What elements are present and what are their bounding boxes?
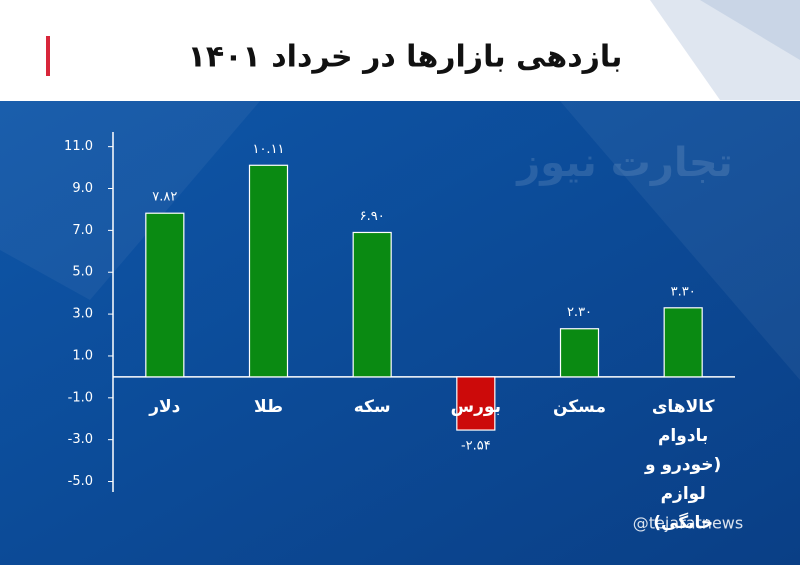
value-label: ۲.۳۰	[567, 305, 592, 320]
value-label: ۳.۳۰	[671, 284, 696, 299]
y-tick-label: 9.0	[72, 181, 93, 196]
y-tick-label: 1.0	[72, 348, 93, 363]
watermark: تجارت نیوز	[515, 140, 732, 186]
x-tick-label: دلار	[149, 396, 181, 417]
x-tick-label: بورس	[450, 396, 501, 417]
value-label: ۱۰.۱۱	[252, 142, 284, 157]
bar	[248, 164, 289, 378]
y-tick-label: -5.0	[68, 474, 93, 489]
x-tick-label: مسکن	[552, 396, 606, 417]
bar	[663, 307, 703, 378]
handle: @tejaratnews	[633, 514, 743, 533]
chart-title: بازدهی بازارها در خرداد ۱۴۰۱	[188, 40, 623, 75]
y-tick-label: 5.0	[72, 265, 93, 280]
bar	[456, 376, 496, 431]
value-label: ۶.۹۰	[360, 209, 385, 224]
y-tick-label: 7.0	[72, 223, 93, 238]
value-label: -۲.۵۴	[461, 439, 491, 454]
decor	[0, 101, 260, 300]
decor	[560, 101, 800, 380]
x-tick-label: سکه	[353, 396, 391, 417]
y-tick-label: 3.0	[72, 307, 93, 322]
bar	[352, 231, 392, 378]
value-label: ۷.۸۲	[152, 190, 177, 205]
y-tick-label: 11.0	[64, 139, 93, 154]
y-tick-label: -1.0	[68, 390, 93, 405]
bar	[559, 328, 600, 378]
x-tick-label: طلا	[254, 396, 283, 417]
title-marker	[46, 36, 50, 76]
x-tick-label: کالاهای بادوام (خودرو و لوازم خانگی)	[645, 396, 722, 533]
y-tick-label: -3.0	[68, 432, 93, 447]
decor	[700, 0, 800, 60]
bar	[145, 212, 185, 378]
